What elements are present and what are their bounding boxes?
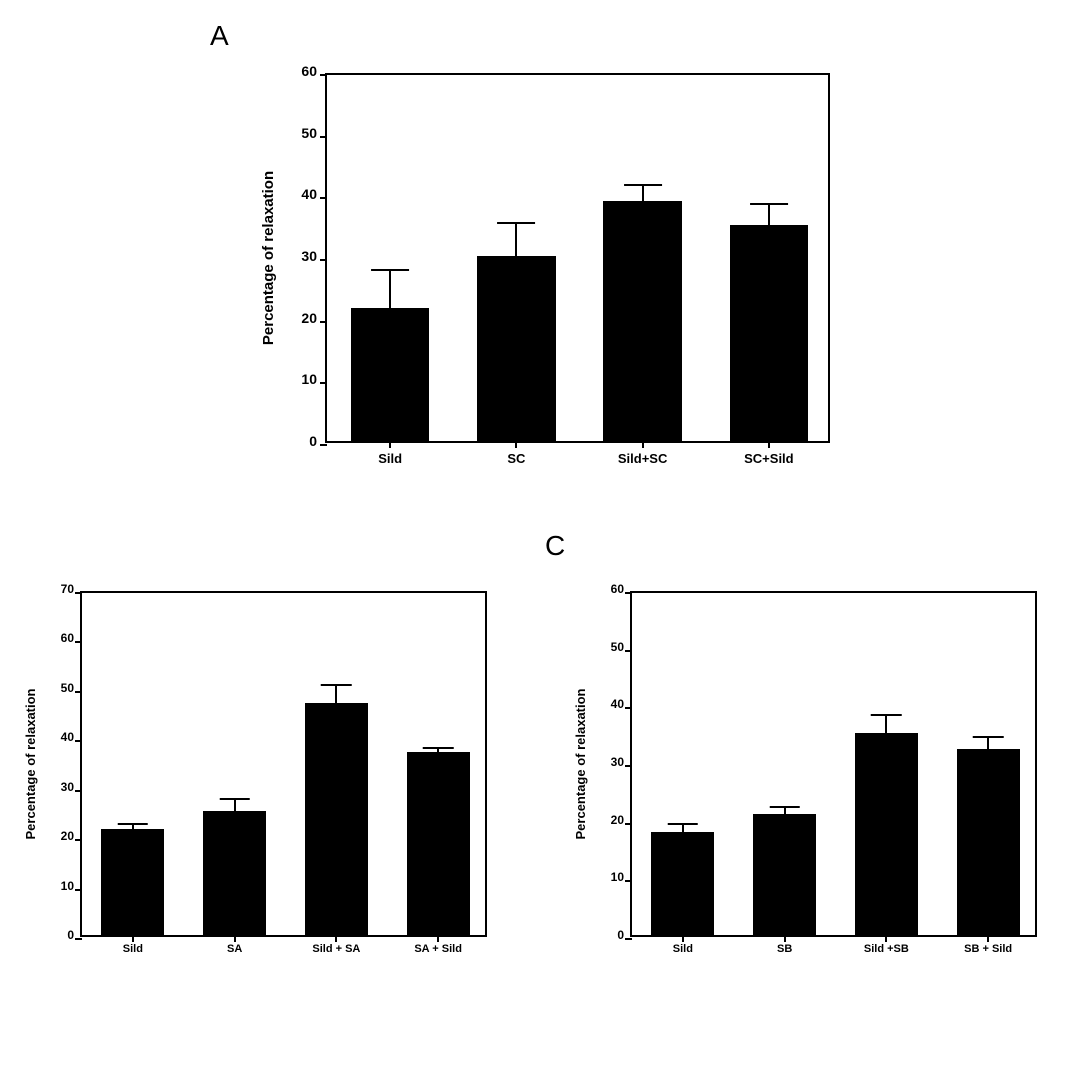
x-tick-label: Sild	[673, 935, 693, 955]
bar-chart: 0102030405060SildSBSild +SBSB + SildPerc…	[575, 585, 1045, 975]
error-cap	[973, 736, 1004, 738]
y-tick-label: 40	[61, 730, 82, 744]
x-tick-label: Sild +SB	[864, 935, 909, 955]
y-tick-label: 60	[61, 631, 82, 645]
y-tick-label: 20	[611, 813, 632, 827]
error-cap	[769, 806, 800, 808]
error-bar	[642, 185, 644, 200]
error-cap	[750, 203, 788, 205]
y-tick-label: 50	[611, 640, 632, 654]
bar-chart: 0102030405060SildSCSild+SCSC+SildPercent…	[260, 65, 840, 485]
x-tick-label: Sild + SA	[312, 935, 360, 955]
error-bar	[389, 270, 391, 308]
error-cap	[371, 269, 409, 271]
plot-area: 0102030405060SildSCSild+SCSC+Sild	[325, 73, 830, 443]
y-tick-label: 40	[301, 186, 327, 202]
error-bar	[768, 204, 770, 226]
bar	[407, 752, 470, 935]
y-tick-label: 0	[67, 928, 82, 942]
y-tick-label: 30	[301, 248, 327, 264]
y-tick-label: 30	[61, 780, 82, 794]
x-tick-label: Sild	[378, 441, 402, 466]
bar	[855, 733, 918, 935]
y-tick-label: 60	[301, 63, 327, 79]
x-tick-label: SB	[777, 935, 792, 955]
y-axis-label: Percentage of relaxation	[573, 689, 588, 840]
error-bar	[335, 685, 337, 702]
error-bar	[515, 223, 517, 256]
y-tick-label: 50	[61, 681, 82, 695]
error-bar	[784, 807, 786, 814]
y-tick-label: 10	[611, 870, 632, 884]
x-tick-label: Sild+SC	[618, 441, 668, 466]
error-bar	[682, 824, 684, 833]
y-axis-label: Percentage of relaxation	[23, 689, 38, 840]
y-tick-label: 20	[301, 310, 327, 326]
x-tick-label: SC+Sild	[744, 441, 794, 466]
bar	[101, 829, 164, 935]
panel-label: C	[545, 530, 565, 562]
y-axis-label: Percentage of relaxation	[260, 171, 277, 345]
bar	[957, 749, 1020, 935]
error-cap	[423, 747, 454, 749]
panel-label: A	[210, 20, 229, 52]
x-tick-label: SC	[507, 441, 525, 466]
bar	[603, 201, 681, 442]
error-bar	[234, 799, 236, 811]
y-tick-label: 60	[611, 582, 632, 596]
error-cap	[668, 823, 699, 825]
error-bar	[885, 715, 887, 733]
bar	[651, 832, 714, 935]
error-cap	[871, 714, 902, 716]
y-tick-label: 10	[301, 371, 327, 387]
y-tick-label: 0	[309, 433, 327, 449]
error-cap	[118, 823, 149, 825]
bar	[203, 811, 266, 935]
plot-area: 0102030405060SildSBSild +SBSB + Sild	[630, 591, 1037, 937]
x-tick-label: SB + Sild	[964, 935, 1012, 955]
error-cap	[624, 184, 662, 186]
y-tick-label: 30	[611, 755, 632, 769]
bar	[477, 256, 555, 441]
error-bar	[987, 737, 989, 749]
y-tick-label: 40	[611, 697, 632, 711]
bar	[753, 814, 816, 935]
y-tick-label: 20	[61, 829, 82, 843]
x-tick-label: Sild	[123, 935, 143, 955]
plot-area: 010203040506070SildSASild + SASA + Sild	[80, 591, 487, 937]
error-cap	[219, 798, 250, 800]
y-tick-label: 10	[61, 879, 82, 893]
x-tick-label: SA + Sild	[414, 935, 462, 955]
x-tick-label: SA	[227, 935, 242, 955]
bar	[305, 703, 368, 935]
bar-chart: 010203040506070SildSASild + SASA + SildP…	[25, 585, 495, 975]
y-tick-label: 50	[301, 125, 327, 141]
y-tick-label: 0	[617, 928, 632, 942]
bar	[351, 308, 429, 441]
error-cap	[321, 684, 352, 686]
error-cap	[497, 222, 535, 224]
bar	[730, 225, 808, 441]
y-tick-label: 70	[61, 582, 82, 596]
